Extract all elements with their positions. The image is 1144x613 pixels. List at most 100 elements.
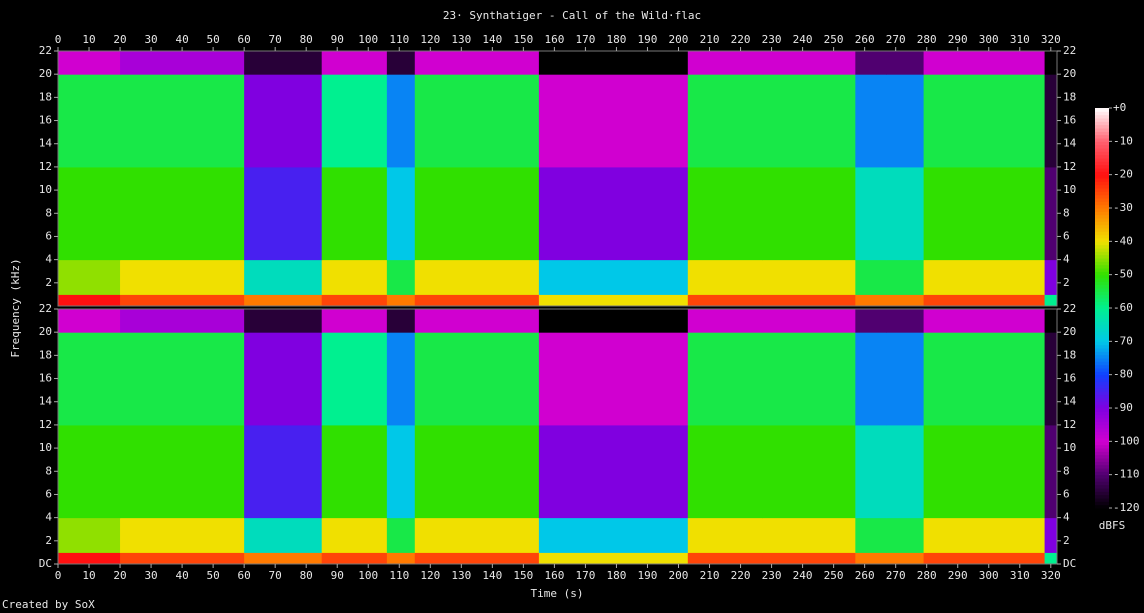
y-tick-label: 6 [1063, 229, 1070, 242]
heatmap-cell [386, 166, 416, 261]
heatmap-cell [855, 517, 887, 553]
x-tick-label: 260 [855, 33, 875, 46]
heatmap-cell [244, 51, 323, 75]
x-tick-label: 160 [544, 33, 564, 46]
heatmap-cell [538, 51, 689, 75]
colorbar-step [1095, 444, 1109, 449]
heatmap-cell [414, 51, 540, 75]
colorbar-step [1095, 284, 1109, 289]
y-tick-label: 10 [39, 183, 52, 196]
y-tick-label: DC [1063, 557, 1076, 570]
x-tick-label: 320 [1041, 569, 1061, 582]
y-tick-label: 20 [1063, 325, 1076, 338]
heatmap-cell [855, 74, 887, 168]
heatmap-cell [886, 51, 925, 75]
y-tick-label: 2 [45, 276, 52, 289]
heatmap-cell [1044, 424, 1058, 519]
colorbar-step [1095, 271, 1109, 276]
heatmap-cell [321, 74, 388, 168]
heatmap-cell [855, 259, 887, 295]
y-tick-label: 12 [39, 418, 52, 431]
heatmap-cell [244, 309, 323, 333]
heatmap-cell [321, 259, 388, 295]
heatmap-cell [923, 294, 1046, 307]
heatmap-cell [321, 424, 388, 519]
y-tick-label: 14 [1063, 395, 1077, 408]
heatmap-cell [855, 424, 887, 519]
heatmap-cell [923, 166, 1046, 261]
colorbar-step [1095, 391, 1109, 396]
credit: Created by SoX [2, 598, 95, 611]
x-tick-label: 220 [731, 33, 751, 46]
heatmap-cell [58, 424, 121, 519]
heatmap-cell [923, 259, 1046, 295]
y-tick-label: 20 [39, 325, 52, 338]
x-tick-label: 20 [113, 569, 126, 582]
y-tick-label: 22 [1063, 44, 1076, 57]
x-tick-label: 30 [144, 569, 157, 582]
heatmap-cell [538, 294, 689, 307]
colorbar-step [1095, 231, 1109, 236]
heatmap-cell [1044, 51, 1058, 75]
y-tick-label: 2 [1063, 276, 1070, 289]
colorbar-step [1095, 331, 1109, 336]
x-tick-label: 80 [300, 569, 313, 582]
x-tick-label: 270 [886, 33, 906, 46]
y-tick-label: 6 [45, 487, 52, 500]
heatmap-cell [687, 309, 763, 333]
heatmap-cell [1044, 517, 1058, 553]
y-tick-label: 4 [1063, 511, 1070, 524]
heatmap-cell [58, 259, 121, 295]
colorbar-step [1095, 318, 1109, 322]
colorbar-step [1095, 128, 1109, 132]
colorbar-tick-label: -40 [1113, 234, 1133, 247]
x-tick-label: 130 [451, 569, 471, 582]
y-tick-label: 10 [39, 441, 52, 454]
colorbar-step [1095, 434, 1109, 439]
x-tick-label: 310 [1010, 569, 1030, 582]
colorbar-step [1095, 154, 1109, 159]
heatmap-cell [414, 259, 540, 295]
y-tick-label: 20 [39, 67, 52, 80]
colorbar-step [1095, 304, 1109, 309]
heatmap-cell [120, 74, 245, 168]
colorbar-step [1095, 491, 1109, 496]
heatmap-cell [321, 517, 388, 553]
colorbar-step [1095, 268, 1109, 272]
heatmap-cell [687, 259, 763, 295]
heatmap-cell [762, 424, 856, 519]
heatmap-cell [120, 552, 245, 565]
y-tick-label: 10 [1063, 183, 1076, 196]
heatmap-cell [855, 294, 887, 307]
colorbar-step [1095, 398, 1109, 402]
y-tick-label: 8 [45, 464, 52, 477]
colorbar-step [1095, 214, 1109, 219]
y-tick-label: 6 [1063, 487, 1070, 500]
x-tick-label: 100 [358, 33, 378, 46]
x-tick-label: 290 [948, 33, 968, 46]
x-tick-label: 20 [113, 33, 126, 46]
x-tick-label: 150 [513, 33, 533, 46]
heatmap-cell [120, 309, 245, 333]
x-tick-label: 180 [607, 33, 627, 46]
x-tick-label: 120 [420, 569, 440, 582]
colorbar-step [1095, 428, 1109, 432]
heatmap-cell [414, 424, 540, 519]
y-tick-label: 16 [39, 372, 52, 385]
x-tick-label: 120 [420, 33, 440, 46]
colorbar-step [1095, 144, 1109, 149]
y-tick-label: 8 [1063, 206, 1070, 219]
heatmap-cell [762, 166, 856, 261]
colorbar-step [1095, 118, 1109, 122]
colorbar-step [1095, 494, 1109, 499]
heatmap-cell [687, 51, 763, 75]
colorbar-step [1095, 504, 1109, 509]
heatmap-cell [762, 309, 856, 333]
heatmap-cell [687, 166, 763, 261]
y-tick-label: 12 [1063, 418, 1076, 431]
colorbar-label: dBFS [1099, 519, 1126, 532]
colorbar-step [1095, 158, 1109, 162]
heatmap-cell [886, 309, 925, 333]
colorbar-step [1095, 254, 1109, 259]
x-tick-label: 180 [607, 569, 627, 582]
